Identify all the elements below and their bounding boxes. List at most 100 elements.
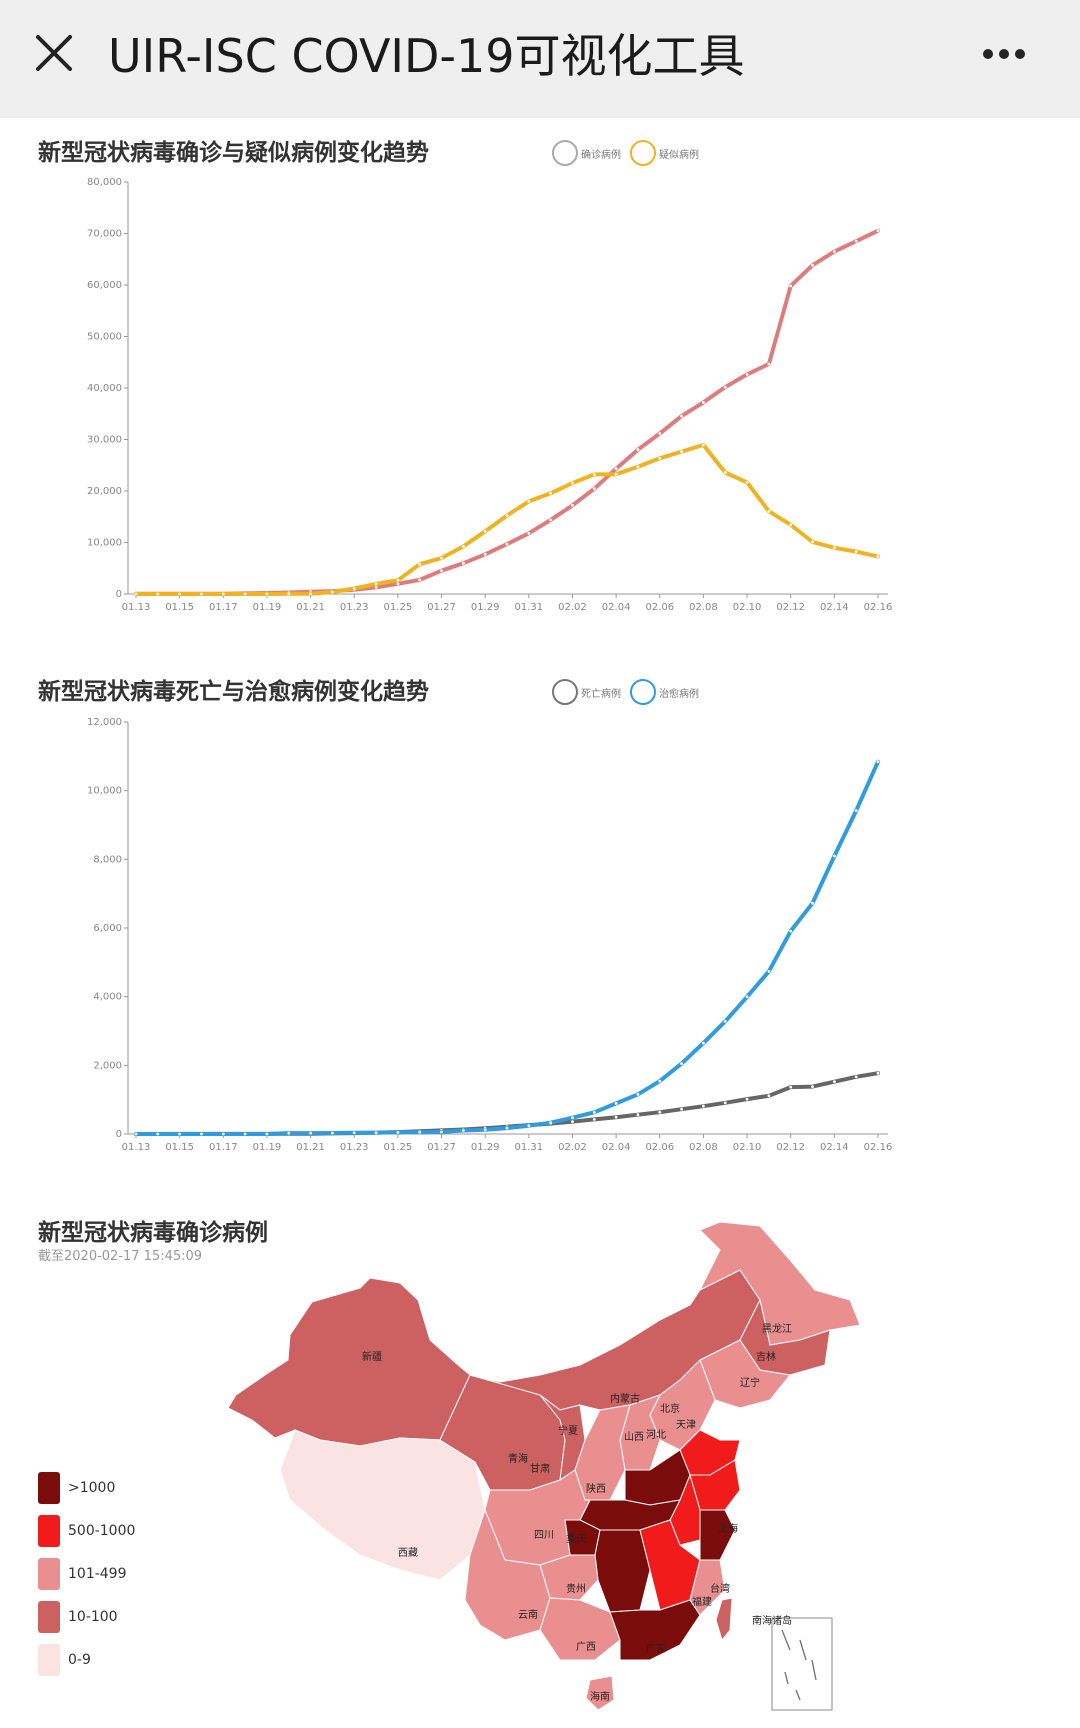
- chart1-data-point[interactable]: [549, 491, 552, 495]
- chart1-data-point[interactable]: [723, 471, 727, 474]
- chart2-data-point[interactable]: [745, 1097, 749, 1101]
- chart2-data-point[interactable]: [614, 1115, 618, 1119]
- chart2-data-point[interactable]: [789, 1085, 793, 1089]
- chart1-data-point[interactable]: [200, 592, 203, 596]
- chart1-data-point[interactable]: [440, 569, 443, 573]
- chart1-data-point[interactable]: [134, 592, 138, 596]
- map-legend-item[interactable]: 101-499: [38, 1558, 127, 1590]
- chart2-data-point[interactable]: [854, 809, 858, 812]
- chart2-data-point[interactable]: [287, 1131, 291, 1135]
- chart1-data-point[interactable]: [745, 373, 749, 376]
- chart1-data-point[interactable]: [876, 229, 880, 233]
- chart1-data-point[interactable]: [221, 592, 225, 596]
- chart2-data-point[interactable]: [221, 1132, 225, 1136]
- chart2-data-point[interactable]: [833, 1080, 836, 1084]
- chart1-data-point[interactable]: [614, 472, 618, 476]
- chart2-data-point[interactable]: [636, 1113, 640, 1117]
- chart1-series-line-0[interactable]: [134, 228, 880, 596]
- chart1-data-point[interactable]: [854, 239, 858, 243]
- chart2-data-point[interactable]: [854, 1075, 858, 1079]
- province-hainan[interactable]: [585, 1675, 615, 1711]
- chart2-data-point[interactable]: [178, 1132, 182, 1136]
- map-legend-item[interactable]: >1000: [38, 1472, 115, 1504]
- chart2-data-point[interactable]: [592, 1110, 596, 1114]
- chart1-data-point[interactable]: [178, 592, 182, 596]
- chart2-data-point[interactable]: [571, 1120, 574, 1123]
- chart2-data-point[interactable]: [789, 929, 793, 933]
- province-xinjiang[interactable]: [227, 1277, 471, 1447]
- chart2-data-point[interactable]: [811, 901, 814, 905]
- chart1-data-point[interactable]: [614, 467, 618, 471]
- chart2-data-point[interactable]: [745, 995, 749, 999]
- chart1-data-point[interactable]: [549, 518, 552, 522]
- chart1-data-point[interactable]: [571, 481, 574, 485]
- chart1-data-point[interactable]: [702, 443, 705, 447]
- chart1-data-point[interactable]: [527, 500, 531, 503]
- chart1-data-point[interactable]: [374, 586, 378, 589]
- legend-suspected[interactable]: 疑似病例: [630, 138, 699, 168]
- chart2-data-point[interactable]: [614, 1102, 618, 1105]
- chart2-data-point[interactable]: [374, 1131, 378, 1135]
- chart1-data-point[interactable]: [396, 578, 400, 582]
- legend-confirmed[interactable]: 确诊病例: [552, 138, 621, 168]
- chart1-data-point[interactable]: [418, 562, 422, 566]
- chart1-data-point[interactable]: [745, 481, 749, 484]
- chart1-data-point[interactable]: [483, 552, 487, 556]
- chart2-data-point[interactable]: [156, 1132, 160, 1136]
- chart1-data-point[interactable]: [156, 592, 160, 596]
- chart2-data-point[interactable]: [440, 1130, 443, 1134]
- chart2-data-point[interactable]: [483, 1128, 487, 1132]
- chart2-data-point[interactable]: [527, 1124, 531, 1128]
- chart2-data-point[interactable]: [702, 1104, 705, 1108]
- chart2-series-line-0[interactable]: [134, 1071, 880, 1136]
- chart1-data-point[interactable]: [767, 509, 771, 513]
- chart2-data-point[interactable]: [265, 1132, 269, 1136]
- chart2-data-point[interactable]: [134, 1132, 138, 1136]
- map-legend-item[interactable]: 0-9: [38, 1644, 91, 1676]
- chart1-data-point[interactable]: [854, 550, 858, 553]
- chart2-data-point[interactable]: [658, 1079, 662, 1083]
- chart2-data-point[interactable]: [396, 1130, 400, 1134]
- chart1-data-point[interactable]: [592, 473, 596, 476]
- chart2-data-point[interactable]: [418, 1130, 422, 1134]
- chart1-data-point[interactable]: [789, 284, 793, 288]
- map-legend-item[interactable]: 500-1000: [38, 1515, 135, 1547]
- chart2-data-point[interactable]: [592, 1118, 596, 1121]
- chart1-data-point[interactable]: [462, 545, 465, 548]
- more-icon[interactable]: [978, 44, 1050, 64]
- chart1-data-point[interactable]: [309, 592, 312, 596]
- chart1-data-point[interactable]: [833, 250, 836, 253]
- chart2-data-point[interactable]: [680, 1062, 683, 1065]
- chart1-data-point[interactable]: [767, 362, 771, 366]
- chart1-data-point[interactable]: [505, 514, 509, 517]
- chart1-data-point[interactable]: [833, 546, 836, 550]
- province-fujian[interactable]: [689, 1559, 726, 1616]
- chart1-data-point[interactable]: [789, 523, 793, 527]
- chart1-data-point[interactable]: [483, 529, 487, 533]
- chart1-data-point[interactable]: [418, 578, 422, 582]
- chart1-data-point[interactable]: [396, 582, 400, 586]
- chart2-data-point[interactable]: [571, 1116, 574, 1120]
- chart2-data-point[interactable]: [309, 1131, 312, 1135]
- chart2-data-point[interactable]: [352, 1131, 356, 1135]
- province-taiwan[interactable]: [715, 1597, 733, 1642]
- chart2-data-point[interactable]: [723, 1101, 727, 1105]
- chart2-data-point[interactable]: [658, 1110, 662, 1114]
- legend-deaths[interactable]: 死亡病例: [552, 677, 621, 707]
- province-zhejiang[interactable]: [699, 1509, 736, 1561]
- province-liaoning[interactable]: [699, 1339, 791, 1409]
- close-icon[interactable]: [34, 33, 74, 73]
- chart2-data-point[interactable]: [767, 1094, 771, 1098]
- chart1-data-point[interactable]: [658, 456, 662, 460]
- legend-recovered[interactable]: 治愈病例: [630, 677, 699, 707]
- chart1-data-point[interactable]: [636, 465, 640, 469]
- chart2-data-point[interactable]: [767, 969, 771, 973]
- chart1-series-line-1[interactable]: [134, 442, 880, 596]
- province-hunan[interactable]: [594, 1529, 651, 1613]
- chart1-data-point[interactable]: [287, 592, 291, 596]
- chart2-data-point[interactable]: [680, 1107, 683, 1111]
- chart1-data-point[interactable]: [440, 556, 443, 560]
- chart2-data-point[interactable]: [549, 1121, 552, 1125]
- chart2-data-point[interactable]: [331, 1131, 334, 1135]
- chart2-data-point[interactable]: [200, 1132, 203, 1136]
